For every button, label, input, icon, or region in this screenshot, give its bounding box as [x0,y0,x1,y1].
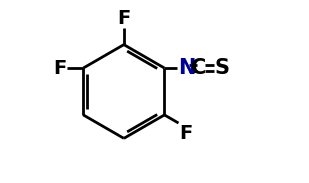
Text: N: N [178,58,195,78]
Text: F: F [53,59,66,78]
Text: S: S [215,58,230,78]
Text: C: C [191,58,207,78]
Text: F: F [117,9,130,27]
Text: F: F [180,124,193,143]
